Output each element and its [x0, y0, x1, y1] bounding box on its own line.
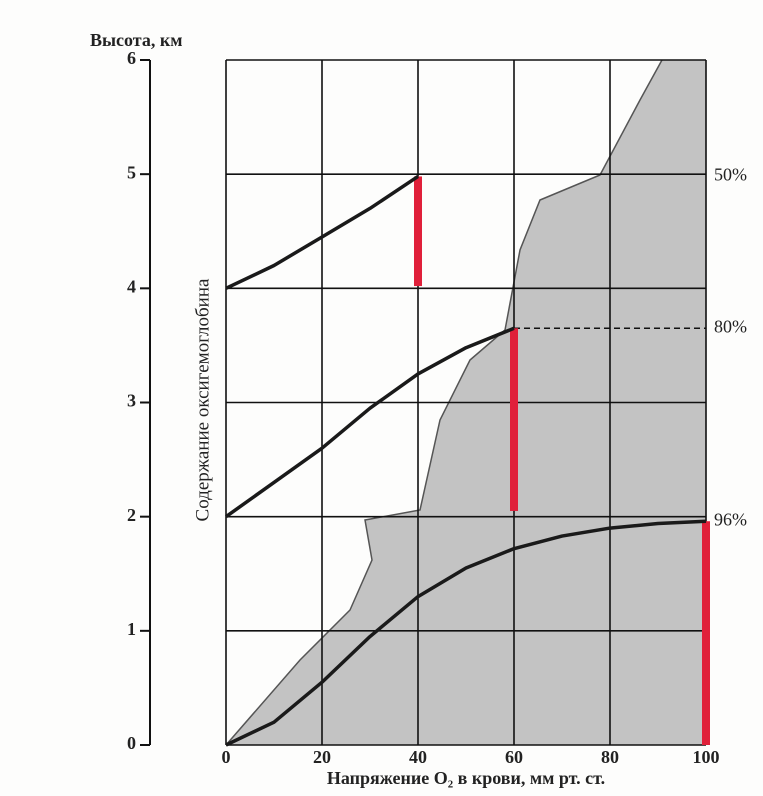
y-tick-label: 4 [127, 276, 136, 296]
y-tick-label: 1 [127, 619, 136, 639]
chart: Высота, км Напряжение O₂ в крови, мм рт.… [0, 0, 763, 796]
x-tick-label: 40 [409, 747, 427, 767]
x-tick-label: 60 [505, 747, 523, 767]
red-range-bar [414, 176, 422, 286]
y-axis-label: Высота, км [90, 30, 183, 50]
y-tick-label: 5 [127, 162, 136, 182]
saturation-label: 50% [714, 165, 747, 185]
x-tick-label: 100 [693, 747, 720, 767]
saturation-label: 80% [714, 316, 747, 336]
inner-label: Содержание оксигемоглобина [192, 278, 213, 521]
saturation-label: 96% [714, 509, 747, 529]
y-tick-label: 3 [127, 391, 136, 411]
x-tick-label: 0 [222, 747, 231, 767]
y-tick-label: 0 [127, 733, 136, 753]
x-axis-label: Напряжение O₂ в крови, мм рт. ст. [327, 768, 605, 788]
page: {"chart_data": {"type": "line", "y_axis_… [0, 0, 763, 796]
x-tick-label: 80 [601, 747, 619, 767]
y-tick-label: 2 [127, 505, 136, 525]
red-range-bar [510, 328, 518, 511]
red-range-bar [702, 521, 710, 745]
y-tick-label: 6 [127, 48, 136, 68]
x-tick-label: 20 [313, 747, 331, 767]
